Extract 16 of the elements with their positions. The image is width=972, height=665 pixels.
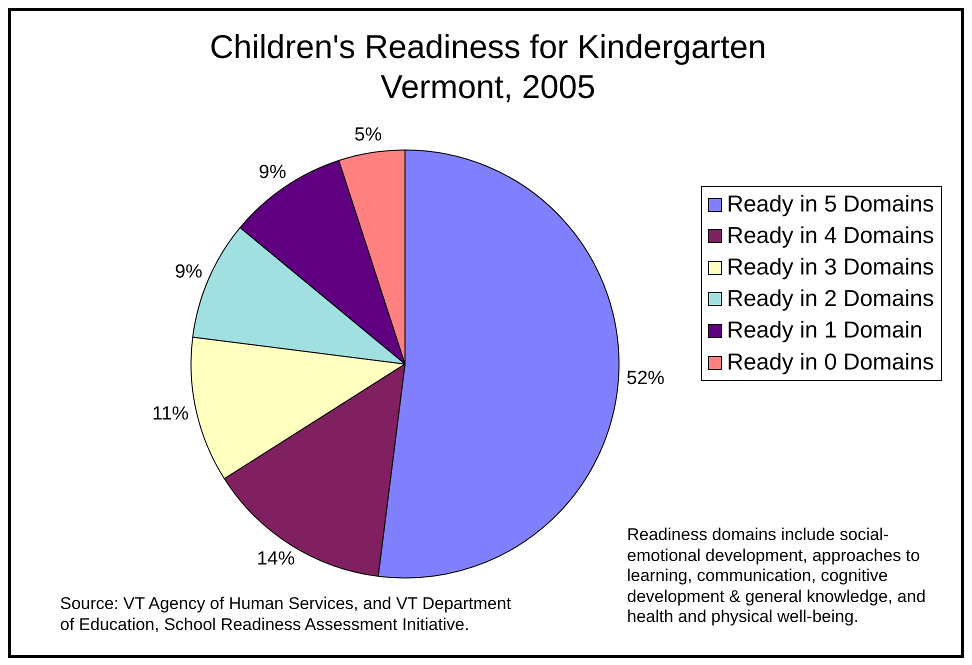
legend-label: Ready in 4 Domains: [726, 222, 934, 248]
legend-label: Ready in 3 Domains: [726, 254, 934, 280]
source-note: Source: VT Agency of Human Services, and VT Department of Education, School Readiness Assessment Initiative.: [60, 594, 512, 635]
legend-label: Ready in 1 Domain: [726, 316, 923, 343]
data-label: 52%: [626, 368, 665, 389]
data-label: 14%: [256, 548, 295, 570]
data-label: 9%: [174, 261, 202, 282]
chart-title: Children's Readiness for Kindergarten: [210, 28, 766, 65]
legend-label: Ready in 5 Domains: [726, 190, 934, 216]
data-label: 11%: [152, 404, 189, 425]
data-label: 9%: [258, 162, 286, 183]
legend-label: Ready in 2 Domains: [726, 285, 934, 312]
text: Readiness domains include social-emotional development, approaches to learning, communication, cognitive development & general knowledge, and health and physical well-being.: [627, 525, 927, 628]
legend-label: Ready in 0 Domains: [726, 348, 934, 374]
data-label: 5%: [354, 124, 382, 146]
chart-subtitle: Vermont, 2005: [380, 68, 596, 105]
